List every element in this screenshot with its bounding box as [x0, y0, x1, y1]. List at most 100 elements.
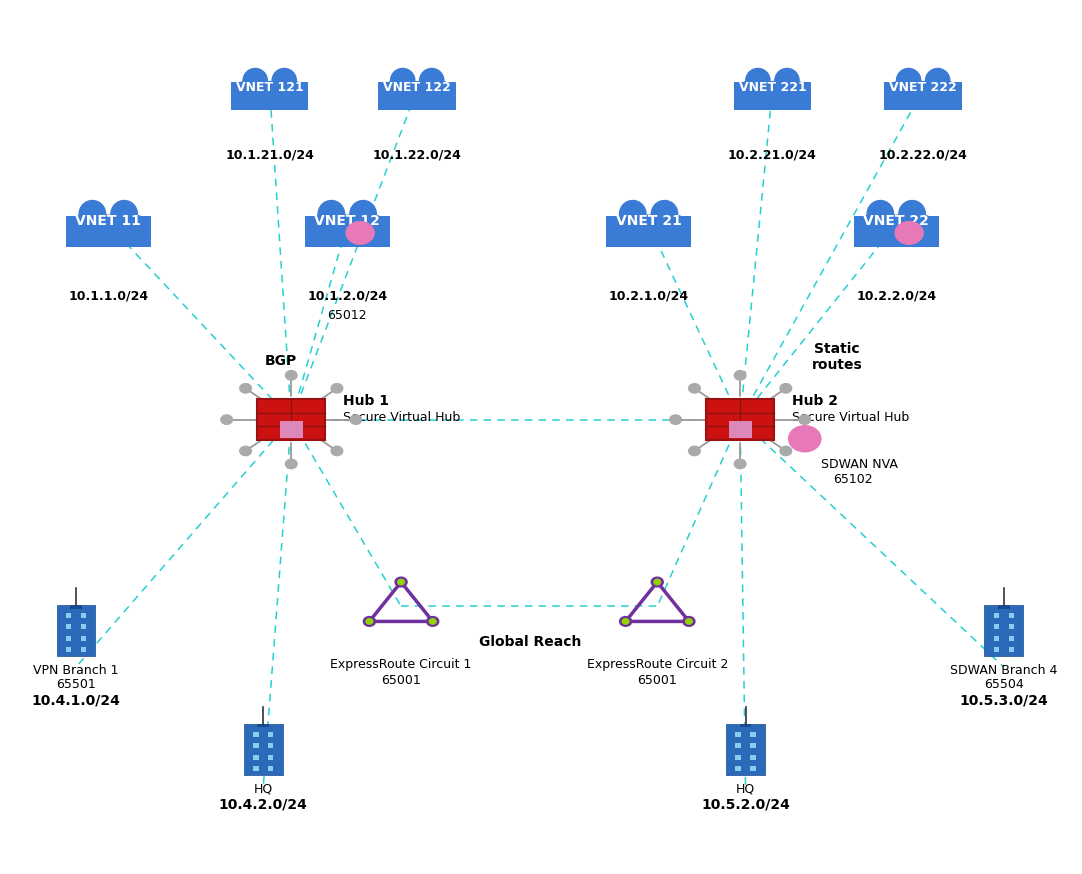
Text: 10.1.1.0/24: 10.1.1.0/24 [68, 289, 148, 302]
Ellipse shape [79, 200, 106, 227]
Text: BGP: BGP [264, 354, 296, 368]
Ellipse shape [867, 200, 894, 227]
FancyBboxPatch shape [993, 635, 999, 641]
Ellipse shape [428, 81, 454, 108]
Text: VNET 121: VNET 121 [236, 80, 304, 94]
Circle shape [789, 426, 821, 452]
Text: VPN Branch 1: VPN Branch 1 [34, 663, 119, 676]
FancyBboxPatch shape [1008, 648, 1014, 652]
Text: 65504: 65504 [984, 678, 1024, 691]
FancyBboxPatch shape [728, 421, 752, 438]
Ellipse shape [111, 200, 137, 227]
Text: 65501: 65501 [56, 678, 96, 691]
Ellipse shape [897, 68, 921, 93]
FancyBboxPatch shape [985, 606, 1024, 656]
Ellipse shape [760, 81, 786, 108]
Circle shape [670, 415, 682, 424]
Ellipse shape [68, 215, 96, 245]
FancyBboxPatch shape [81, 635, 87, 641]
FancyBboxPatch shape [1008, 624, 1014, 629]
Circle shape [735, 459, 745, 468]
Ellipse shape [318, 200, 344, 227]
Text: Global Reach: Global Reach [479, 635, 581, 649]
FancyBboxPatch shape [998, 606, 1010, 608]
FancyBboxPatch shape [750, 766, 755, 771]
Circle shape [366, 619, 372, 624]
FancyBboxPatch shape [253, 754, 259, 760]
FancyBboxPatch shape [606, 216, 691, 246]
Text: Hub 1: Hub 1 [343, 393, 388, 407]
Ellipse shape [281, 81, 307, 108]
Text: Static
routes: Static routes [812, 342, 862, 372]
Circle shape [780, 447, 792, 455]
FancyBboxPatch shape [993, 613, 999, 618]
FancyBboxPatch shape [230, 82, 308, 110]
FancyBboxPatch shape [884, 82, 962, 110]
Text: 10.5.2.0/24: 10.5.2.0/24 [701, 797, 790, 811]
FancyBboxPatch shape [750, 754, 755, 760]
Text: ExpressRoute Circuit 2: ExpressRoute Circuit 2 [586, 658, 728, 671]
Ellipse shape [608, 215, 636, 245]
Text: 10.1.21.0/24: 10.1.21.0/24 [225, 149, 314, 162]
Text: VNET 222: VNET 222 [889, 80, 956, 94]
Circle shape [426, 616, 438, 627]
Circle shape [622, 619, 629, 624]
FancyBboxPatch shape [305, 216, 390, 246]
Circle shape [331, 384, 343, 393]
FancyBboxPatch shape [736, 754, 741, 760]
Ellipse shape [882, 215, 910, 245]
Circle shape [688, 384, 700, 393]
Circle shape [430, 619, 436, 624]
Text: SDWAN NVA: SDWAN NVA [821, 458, 898, 471]
Circle shape [620, 616, 632, 627]
Text: ExpressRoute Circuit 1: ExpressRoute Circuit 1 [330, 658, 472, 671]
Circle shape [686, 619, 692, 624]
Text: VNET 122: VNET 122 [383, 80, 451, 94]
Circle shape [735, 371, 745, 380]
Circle shape [651, 577, 663, 587]
Text: 65001: 65001 [381, 674, 421, 687]
Ellipse shape [783, 81, 809, 108]
FancyBboxPatch shape [736, 766, 741, 771]
Text: VNET 12: VNET 12 [314, 214, 380, 228]
Ellipse shape [349, 200, 377, 227]
Text: HQ: HQ [736, 782, 755, 795]
FancyBboxPatch shape [734, 82, 812, 110]
Ellipse shape [420, 68, 444, 93]
Ellipse shape [359, 215, 387, 245]
Text: VNET 11: VNET 11 [76, 214, 142, 228]
FancyBboxPatch shape [1008, 635, 1014, 641]
FancyBboxPatch shape [268, 743, 274, 748]
Ellipse shape [651, 200, 677, 227]
FancyBboxPatch shape [750, 743, 755, 748]
Ellipse shape [273, 68, 296, 93]
Ellipse shape [775, 68, 800, 93]
Ellipse shape [120, 215, 149, 245]
Ellipse shape [856, 215, 884, 245]
Ellipse shape [661, 215, 689, 245]
Circle shape [240, 384, 251, 393]
Text: VNET 221: VNET 221 [739, 80, 806, 94]
Text: 65102: 65102 [833, 474, 872, 487]
FancyBboxPatch shape [56, 606, 95, 656]
Ellipse shape [405, 81, 431, 108]
Circle shape [221, 415, 233, 424]
FancyBboxPatch shape [993, 624, 999, 629]
FancyBboxPatch shape [70, 606, 82, 608]
FancyBboxPatch shape [1008, 613, 1014, 618]
Text: Secure Virtual Hub: Secure Virtual Hub [343, 412, 460, 425]
Text: 10.2.1.0/24: 10.2.1.0/24 [608, 289, 689, 302]
FancyBboxPatch shape [66, 624, 71, 629]
FancyBboxPatch shape [258, 399, 326, 440]
Text: 65012: 65012 [328, 309, 367, 323]
FancyBboxPatch shape [253, 766, 259, 771]
Ellipse shape [935, 81, 961, 108]
Circle shape [286, 371, 298, 380]
FancyBboxPatch shape [66, 635, 71, 641]
Text: 10.2.22.0/24: 10.2.22.0/24 [879, 149, 967, 162]
Circle shape [895, 222, 923, 244]
Ellipse shape [620, 200, 646, 227]
Circle shape [654, 579, 661, 585]
FancyBboxPatch shape [750, 732, 755, 737]
FancyBboxPatch shape [740, 725, 751, 727]
